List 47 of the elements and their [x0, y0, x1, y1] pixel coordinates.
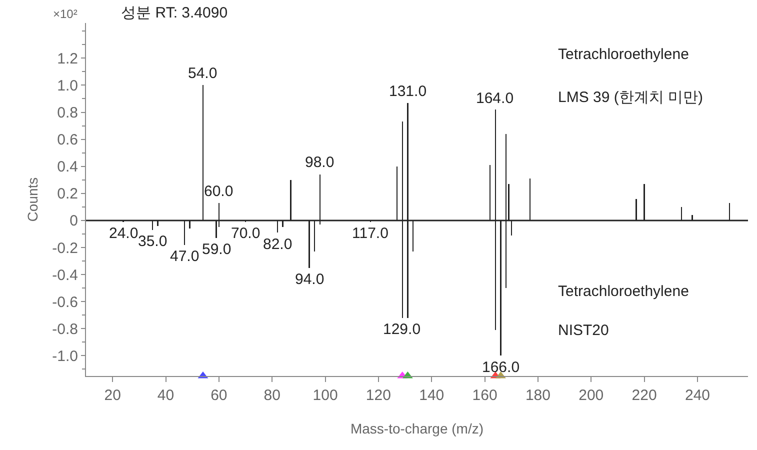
annotation: 164.0	[476, 90, 514, 107]
annotation: 60.0	[204, 183, 234, 200]
annotation: 24.0	[109, 225, 138, 242]
annotation: 131.0	[389, 83, 427, 100]
x-axis-title: Mass-to-charge (m/z)	[350, 420, 484, 436]
x-tick-label: 60	[210, 387, 228, 404]
x-tick-label: 40	[157, 387, 174, 404]
annotation: 35.0	[138, 233, 168, 250]
x-tick-label: 200	[578, 387, 604, 404]
y-tick-label: 0.8	[57, 104, 78, 122]
y-tick-label: -0.8	[52, 320, 78, 338]
y-tick-label: 0.4	[57, 158, 78, 176]
x-tick-label: 20	[104, 387, 121, 404]
x-tick-label: 80	[264, 387, 280, 404]
x-tick-label: 160	[472, 387, 498, 404]
annotation: Tetrachloroethylene	[558, 283, 689, 300]
y-tick-label: -1.0	[52, 348, 78, 365]
annotation: 94.0	[295, 271, 324, 288]
annotation: 59.0	[202, 241, 232, 258]
y-tick-label: 0.6	[57, 132, 78, 149]
annotation: Tetrachloroethylene	[558, 46, 689, 63]
annotation: 47.0	[170, 248, 200, 265]
y-tick-label: -0.2	[52, 240, 78, 257]
y-tick-label: 0	[70, 212, 78, 230]
y-tick-label: -0.4	[52, 266, 78, 284]
x-tick-label: 120	[366, 387, 391, 404]
chart-title: 성분 RT: 3.4090	[121, 4, 228, 22]
annotation: 117.0	[352, 225, 388, 242]
annotation: 166.0	[482, 359, 520, 376]
text: ×10²	[53, 7, 78, 21]
annotation: LMS 39 (한계치 미만)	[558, 89, 704, 106]
y-tick-label: -0.6	[52, 294, 78, 311]
x-tick-label: 100	[312, 387, 338, 404]
y-tick-label: 1.0	[57, 77, 78, 94]
annotation: 70.0	[231, 225, 260, 242]
x-tick-label: 180	[525, 387, 550, 404]
annotation: 98.0	[305, 154, 334, 171]
annotation: NIST20	[558, 322, 609, 339]
annotation: 54.0	[188, 65, 218, 82]
x-tick-label: 220	[632, 387, 657, 404]
x-tick-label: 240	[684, 387, 710, 404]
y-tick-label: 0.2	[57, 186, 78, 203]
annotation: 129.0	[383, 321, 421, 338]
annotation: 82.0	[263, 236, 292, 253]
x-tick-label: 140	[419, 387, 444, 404]
y-axis-title: Counts	[24, 177, 41, 222]
y-tick-label: 1.2	[57, 50, 78, 68]
